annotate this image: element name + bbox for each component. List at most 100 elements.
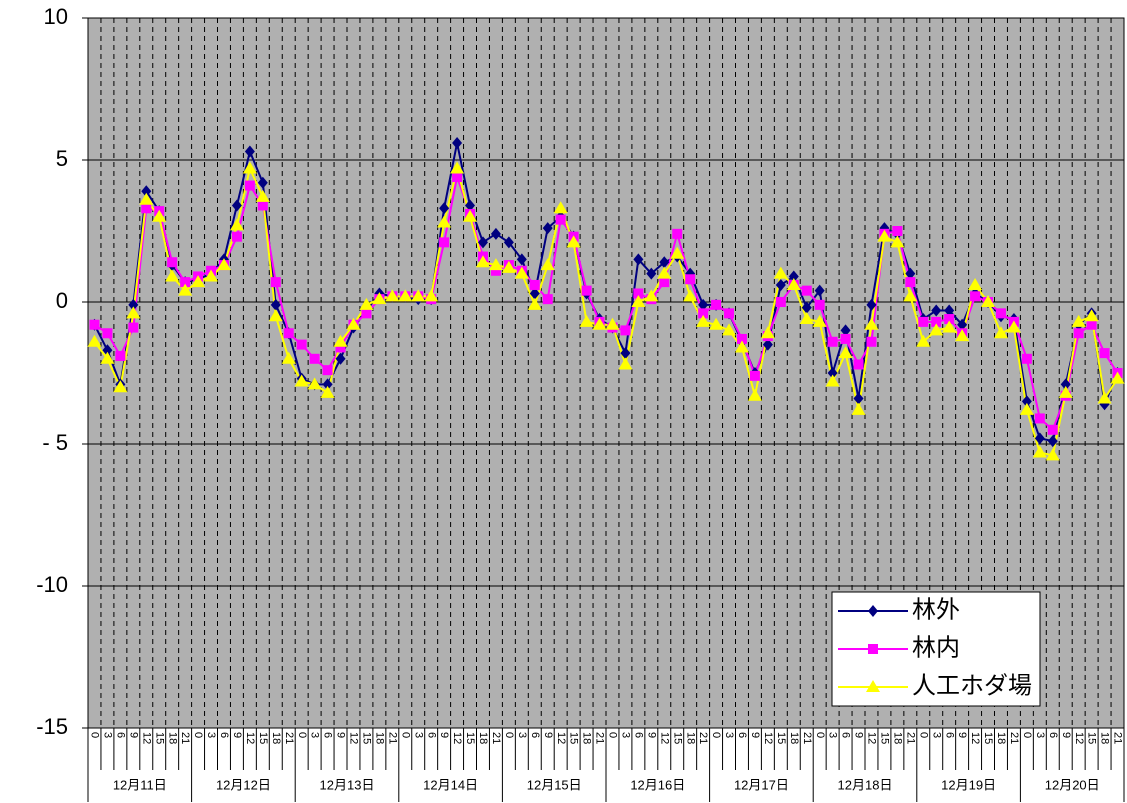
x-tick-label: 0	[710, 732, 722, 738]
point	[1021, 353, 1032, 364]
point	[294, 374, 309, 387]
group-label: 12月15日	[527, 777, 582, 792]
point	[1071, 314, 1086, 327]
x-tick-label: 12	[658, 732, 670, 744]
point	[905, 277, 916, 288]
point	[916, 334, 931, 347]
point	[864, 317, 879, 330]
point	[1086, 319, 1097, 330]
point	[307, 377, 322, 390]
group-label: 12月11日	[113, 777, 167, 792]
point	[892, 226, 903, 236]
x-tick-label: 15	[361, 732, 373, 744]
x-tick-label: 15	[568, 732, 580, 744]
point	[711, 299, 722, 310]
x-tick-label: 21	[179, 732, 191, 744]
point	[957, 318, 968, 331]
x-tick-label: 6	[425, 732, 437, 738]
point	[335, 342, 346, 353]
point	[814, 299, 825, 310]
x-tick-label: 15	[153, 732, 165, 744]
x-tick-label: 12	[1073, 732, 1085, 744]
x-tick-label: 21	[386, 732, 398, 744]
point	[490, 265, 501, 276]
x-tick-label: 6	[114, 732, 126, 738]
x-tick-label: 15	[671, 732, 683, 744]
point	[631, 295, 646, 307]
point	[866, 680, 880, 692]
point	[592, 317, 607, 330]
point	[1110, 371, 1125, 384]
x-tick-label: 0	[607, 732, 619, 738]
point	[204, 269, 219, 282]
point	[801, 285, 812, 296]
point	[773, 266, 788, 279]
x-tick-label: 12	[451, 732, 463, 744]
point	[698, 298, 709, 311]
x-tick-label: 9	[438, 732, 450, 738]
point	[514, 266, 529, 279]
point	[801, 301, 812, 314]
point	[335, 352, 346, 365]
point	[115, 350, 126, 361]
x-tick-label: 12	[348, 732, 360, 744]
group-label: 12月13日	[320, 777, 375, 792]
point	[346, 317, 361, 330]
point	[646, 267, 657, 280]
point	[102, 344, 113, 357]
x-tick-label: 6	[218, 732, 230, 738]
point	[540, 258, 555, 271]
x-tick-label: 9	[956, 732, 968, 738]
x-tick-label: 18	[270, 732, 282, 744]
point	[736, 333, 747, 344]
legend-label: 林内	[912, 634, 960, 661]
point	[180, 277, 191, 288]
x-tick-label: 0	[503, 732, 515, 738]
point	[618, 357, 633, 370]
x-tick-label: 21	[904, 732, 916, 744]
point	[216, 258, 231, 271]
x-tick-label: 21	[1112, 732, 1124, 744]
x-tick-label: 3	[102, 732, 114, 738]
point	[633, 288, 644, 299]
point	[1058, 385, 1073, 398]
point	[1047, 424, 1058, 435]
point	[944, 304, 955, 317]
point	[242, 161, 257, 174]
point	[229, 218, 244, 231]
x-tick-label: 21	[594, 732, 606, 744]
point	[439, 202, 450, 215]
point	[970, 291, 981, 302]
point	[139, 192, 154, 205]
point	[257, 200, 268, 211]
point	[141, 185, 152, 198]
x-tick-label: 15	[982, 732, 994, 744]
point	[320, 385, 335, 398]
point	[450, 161, 465, 174]
x-tick-label: 0	[917, 732, 929, 738]
point	[968, 277, 983, 290]
point	[683, 289, 698, 302]
point	[452, 136, 463, 149]
x-tick-label: 12	[555, 732, 567, 744]
point	[812, 314, 827, 327]
point	[167, 257, 178, 268]
point	[322, 365, 333, 376]
point	[827, 336, 838, 347]
group-label: 12月16日	[630, 777, 685, 792]
point	[268, 309, 283, 322]
group-label: 12月19日	[941, 777, 996, 792]
group-label: 12月14日	[423, 777, 478, 792]
point	[903, 289, 918, 302]
x-tick-label: 0	[399, 732, 411, 738]
point	[87, 334, 102, 347]
x-tick-label: 9	[231, 732, 243, 738]
x-tick-label: 18	[581, 732, 593, 744]
point	[463, 209, 478, 222]
point	[814, 284, 825, 297]
x-tick-label: 0	[296, 732, 308, 738]
x-tick-label: 0	[89, 732, 101, 738]
x-tick-label: 21	[490, 732, 502, 744]
point	[542, 222, 553, 235]
point	[1099, 348, 1110, 359]
